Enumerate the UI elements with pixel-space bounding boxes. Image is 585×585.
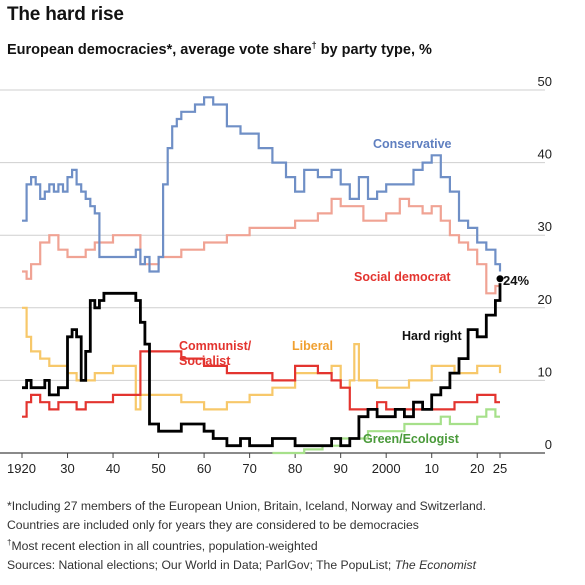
y-tick-label: 0 <box>545 437 552 452</box>
chart-subtitle: European democracies*, average vote shar… <box>7 40 432 58</box>
x-tick-label: 1920 <box>7 461 36 476</box>
x-tick-label: 80 <box>288 461 302 476</box>
end-annotation: 24% <box>503 273 529 288</box>
series-label-communist: Communist/ <box>179 339 252 353</box>
series-line-green <box>272 408 500 455</box>
footnote-2: Countries are included only for years th… <box>7 517 419 532</box>
y-tick-label: 10 <box>538 364 552 379</box>
series-label-socialist: Socialist <box>179 354 231 368</box>
footnote-3: †Most recent election in all countries, … <box>7 538 318 554</box>
label-layer: Conservative Social democrat Hard right … <box>179 137 529 446</box>
series-line-conservative <box>22 96 502 273</box>
footnote-1: *Including 27 members of the European Un… <box>7 499 486 513</box>
series-layer <box>22 96 505 455</box>
series-line-communist-socialist <box>22 350 500 418</box>
x-tick-label: 2000 <box>372 461 401 476</box>
series-line-liberal <box>22 306 502 411</box>
series-line-hard-right <box>22 278 502 448</box>
footnote-sources: Sources: National elections; Our World i… <box>7 557 476 572</box>
y-tick-label: 50 <box>538 74 552 89</box>
series-line-social-democrat <box>22 197 502 295</box>
series-label-conservative: Conservative <box>373 137 452 151</box>
x-tick-label: 30 <box>60 461 74 476</box>
x-tick-label: 50 <box>151 461 165 476</box>
series-label-liberal: Liberal <box>292 339 333 353</box>
x-tick-label: 90 <box>333 461 347 476</box>
series-label-green: Green/Ecologist <box>363 432 460 446</box>
y-tick-label: 40 <box>538 147 552 162</box>
x-tick-label: 10 <box>424 461 438 476</box>
x-tick-label: 20 <box>470 461 484 476</box>
chart-title: The hard rise <box>7 4 124 25</box>
x-tick-label: 70 <box>242 461 256 476</box>
series-label-social-democrat: Social democrat <box>354 270 451 284</box>
grid-layer: 0 10 20 30 40 50 1920 30 40 50 60 70 80 90 2000 10 20 25 <box>0 74 552 476</box>
footnotes: *Including 27 members of the European Un… <box>7 497 486 574</box>
y-tick-label: 20 <box>538 292 552 307</box>
hard-right-end-point <box>495 274 505 284</box>
x-tick-label: 25 <box>493 461 507 476</box>
x-tick-label: 60 <box>197 461 211 476</box>
series-label-hard-right: Hard right <box>402 329 463 343</box>
y-tick-label: 30 <box>538 219 552 234</box>
x-tick-label: 40 <box>106 461 120 476</box>
